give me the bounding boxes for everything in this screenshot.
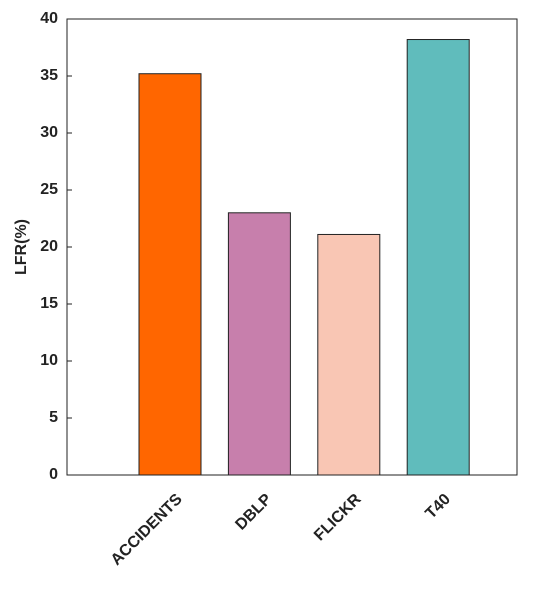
- x-tick-label: T40: [422, 491, 454, 523]
- y-tick-label: 0: [49, 466, 58, 483]
- y-tick-label: 30: [40, 124, 58, 141]
- x-tick-label: DBLP: [232, 491, 275, 534]
- bar: [406, 39, 470, 476]
- y-tick-label: 10: [40, 352, 58, 369]
- x-tick-label: FLICKR: [311, 490, 365, 544]
- bar: [227, 212, 291, 476]
- x-tick-label: ACCIDENTS: [108, 491, 186, 569]
- y-tick-label: 15: [40, 295, 58, 312]
- bar: [317, 233, 381, 476]
- y-tick-label: 40: [40, 10, 58, 27]
- y-tick-label: 20: [40, 238, 58, 255]
- bar: [138, 73, 202, 476]
- y-tick-label: 35: [40, 67, 58, 84]
- y-tick-label: 5: [49, 409, 58, 426]
- y-axis-label: LFR(%): [13, 219, 30, 275]
- y-tick-label: 25: [40, 181, 58, 198]
